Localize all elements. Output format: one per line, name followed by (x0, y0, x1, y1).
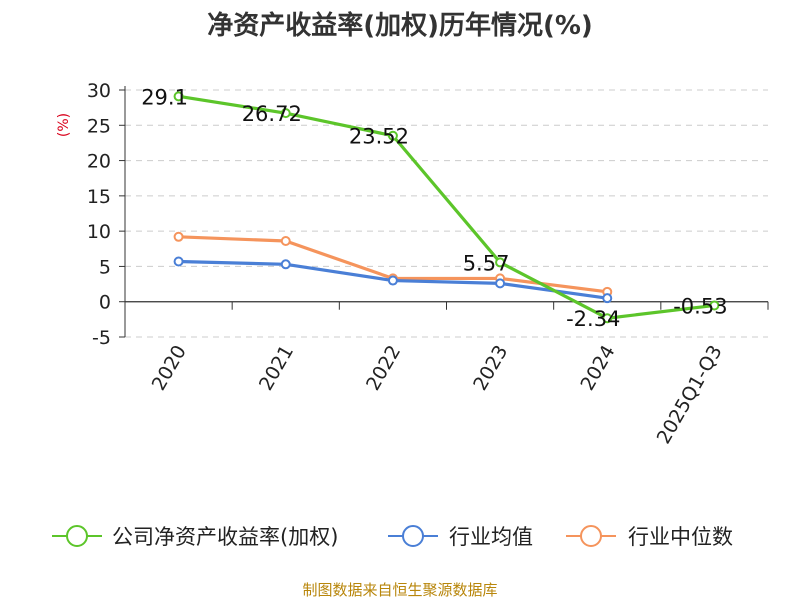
data-point (709, 300, 720, 311)
data-point (387, 275, 398, 286)
data-point (280, 236, 291, 247)
data-label: 26.72 (242, 102, 302, 126)
y-tick-label: 25 (87, 115, 111, 137)
grid-lines (125, 89, 768, 338)
data-label: 29.1 (141, 85, 188, 109)
data-point (173, 91, 184, 102)
data-point (495, 257, 506, 268)
x-tick-label: 2024 (576, 342, 619, 395)
legend-marker (580, 525, 602, 547)
x-tick-label: 2022 (362, 342, 405, 395)
y-tick-label: 0 (99, 292, 111, 314)
chart-title: 净资产收益率(加权)历年情况(%) (207, 10, 593, 41)
data-label: -0.53 (673, 294, 727, 318)
legend-marker (402, 525, 424, 547)
legend-label: 公司净资产收益率(加权) (112, 525, 338, 549)
data-point (387, 130, 398, 141)
data-point (602, 293, 613, 304)
y-axis-label: (%) (56, 113, 72, 137)
y-tick-label: -5 (92, 327, 111, 349)
data-point (280, 259, 291, 270)
series-line (176, 94, 717, 320)
y-tick-label: 10 (87, 221, 111, 243)
data-point (602, 313, 613, 324)
legend: 公司净资产收益率(加权) 行业均值 行业中位数 (52, 525, 733, 549)
series-lines (173, 91, 720, 324)
legend-marker (66, 525, 88, 547)
data-label: 5.57 (463, 251, 510, 275)
source-note: 制图数据来自恒生聚源数据库 (302, 581, 497, 599)
x-tick-label: 2023 (469, 342, 512, 395)
y-tick-label: 30 (87, 80, 111, 102)
data-point (280, 108, 291, 119)
y-tick-label: 15 (87, 186, 111, 208)
data-labels: 29.1 26.72 23.52 5.57 -2.34 -0.53 (141, 85, 727, 331)
y-tick-label: 5 (99, 256, 111, 278)
axes: 30 25 20 15 10 5 0 -5 2020 2021 2022 2023 2024 2025Q1… (87, 80, 769, 448)
data-label: -2.34 (566, 307, 620, 331)
legend-label: 行业中位数 (628, 525, 733, 549)
y-tick-label: 20 (87, 151, 111, 173)
x-tick-label: 2020 (148, 342, 191, 395)
x-tick-label: 2021 (255, 342, 298, 395)
data-point (173, 256, 184, 267)
x-tick-label: 2025Q1-Q3 (653, 342, 727, 448)
data-point (495, 278, 506, 289)
legend-label: 行业均值 (449, 525, 533, 549)
data-label: 23.52 (349, 125, 409, 149)
data-point (173, 231, 184, 242)
